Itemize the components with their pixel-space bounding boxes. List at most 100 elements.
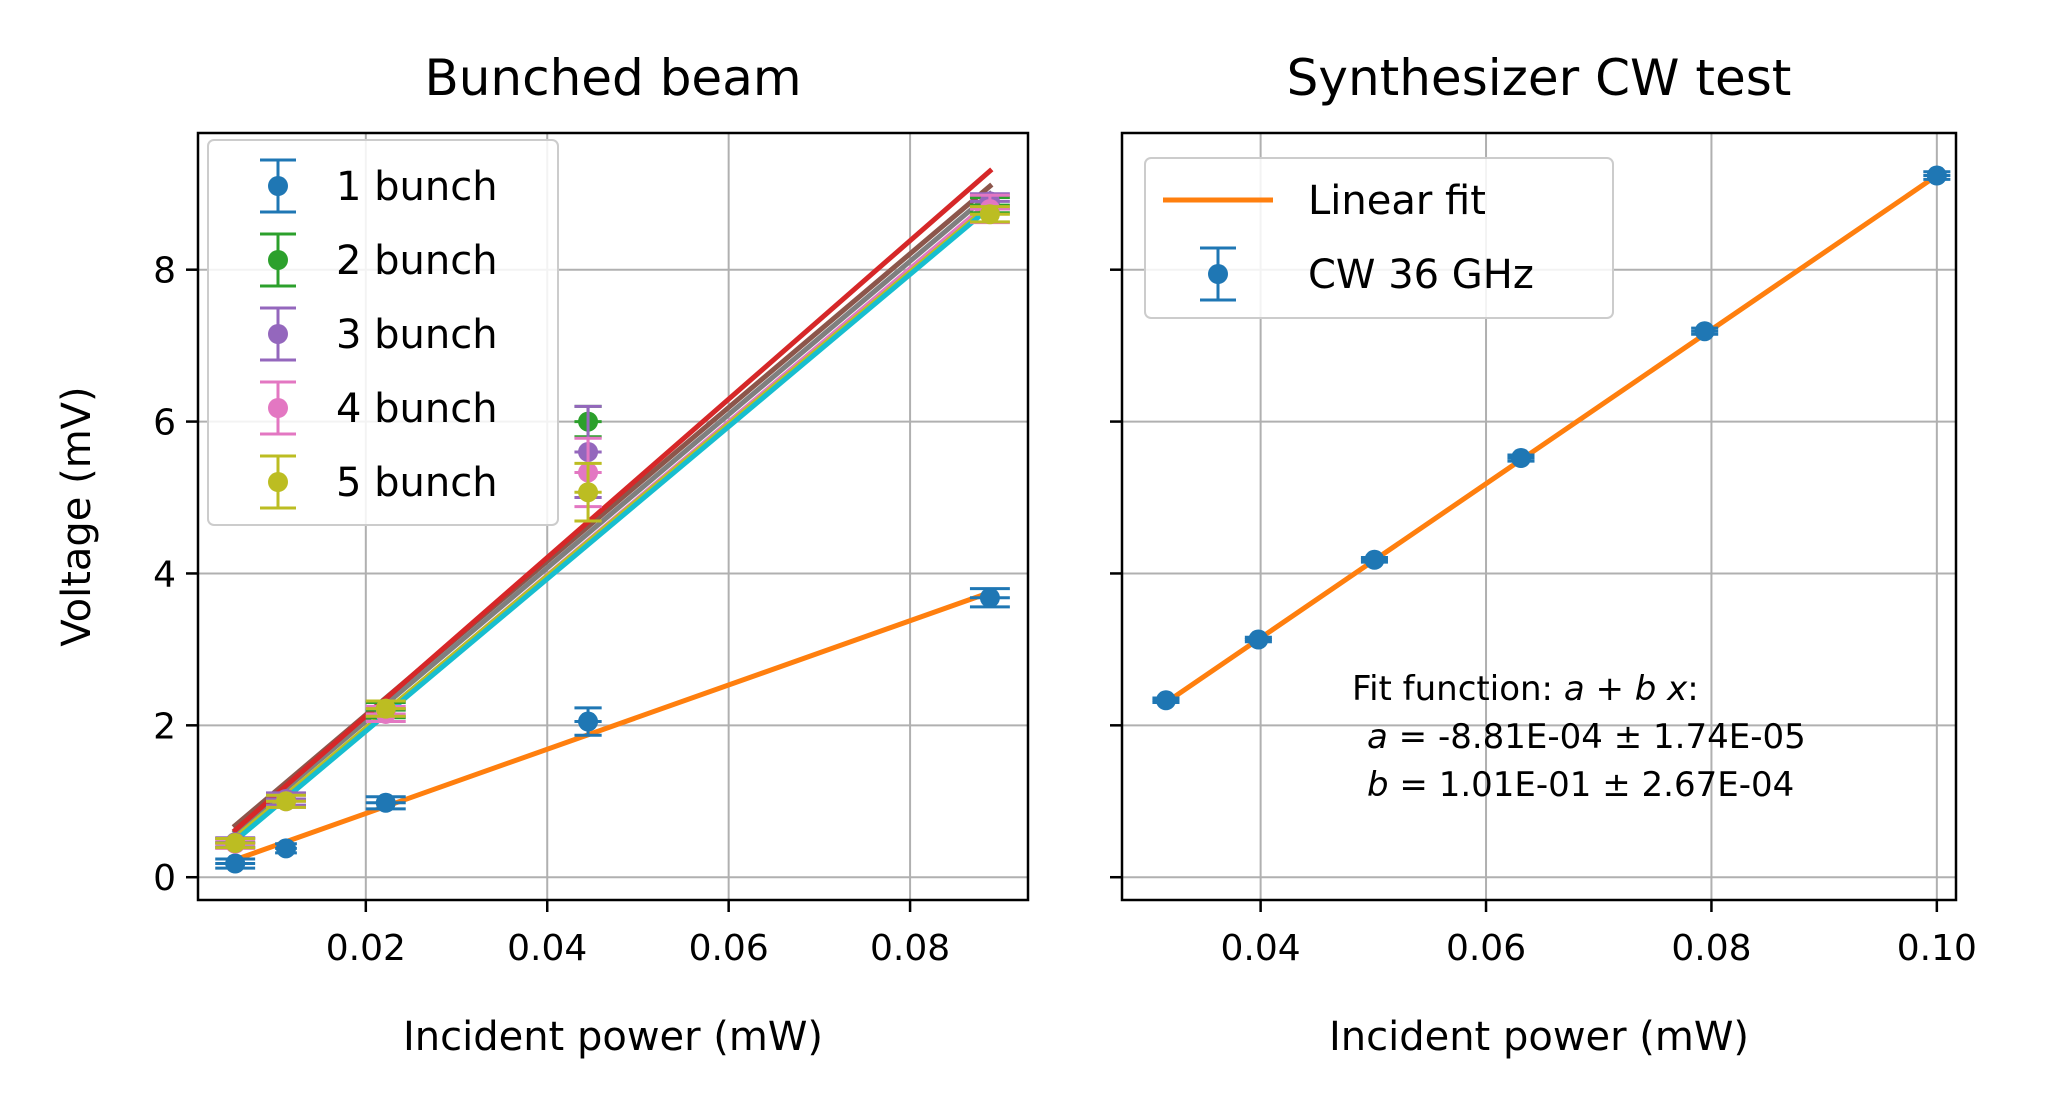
marker xyxy=(1248,629,1269,650)
data-point xyxy=(1691,321,1719,342)
annotation-colon: : xyxy=(1687,669,1698,709)
data-point xyxy=(574,461,602,523)
legend-label: 4 bunch xyxy=(336,386,498,432)
axes-frame xyxy=(196,131,1030,902)
marker xyxy=(225,853,246,874)
x-tick-label: 0.06 xyxy=(1446,928,1526,969)
annotation-line-2: a = -8.81E-04 ± 1.74E-05 xyxy=(1367,717,1806,757)
data-point xyxy=(266,791,306,812)
annotation-text: Fit function: xyxy=(1352,669,1564,709)
x-tick-label: 0.08 xyxy=(870,928,950,969)
legend: Linear fit CW 36 GHz xyxy=(1144,157,1614,319)
x-axis-label: Incident power (mW) xyxy=(1329,1014,1749,1060)
marker xyxy=(275,838,296,859)
data-point xyxy=(574,706,602,737)
data-point xyxy=(1360,549,1388,570)
data-point xyxy=(1507,448,1535,469)
y-tick-label: 4 xyxy=(153,554,176,595)
legend-marker xyxy=(268,472,288,492)
fit-lines xyxy=(231,167,994,863)
y-tick-label: 8 xyxy=(153,251,176,292)
x-tick-label: 0.02 xyxy=(326,928,406,969)
marker xyxy=(275,791,296,812)
data-point xyxy=(969,204,1010,225)
data-point xyxy=(969,587,1010,609)
marker xyxy=(1926,165,1947,186)
marker xyxy=(375,792,396,813)
annotation-formula: a + b x xyxy=(1564,669,1688,709)
marker xyxy=(578,482,599,503)
marker xyxy=(225,833,246,854)
x-tick-label: 0.08 xyxy=(1671,928,1751,969)
fit-line xyxy=(231,167,994,834)
legend-marker xyxy=(268,324,288,344)
legend-marker xyxy=(268,176,288,196)
y-tick-label: 6 xyxy=(153,403,176,444)
x-tick-label: 0.10 xyxy=(1897,928,1977,969)
legend: 1 bunch 2 bunch 3 bunch 4 bunch 5 bunch xyxy=(207,139,559,526)
legend-entry: 1 bunch xyxy=(260,158,498,214)
data-point xyxy=(215,833,256,854)
marker xyxy=(979,204,1000,225)
bunched-beam-panel: 0.02 0.04 0.06 0.08 0 2 4 6 8 Bunched beam Incid… xyxy=(54,49,1030,1060)
fit-line xyxy=(231,203,994,845)
legend-box xyxy=(207,139,559,526)
marker xyxy=(979,587,1000,608)
legend-label: 5 bunch xyxy=(336,460,498,506)
synthesizer-panel: 0.04 0.06 0.08 0.10 Synthesizer CW test Inc… xyxy=(1110,49,1977,1060)
marker xyxy=(1155,690,1176,711)
legend-label: Linear fit xyxy=(1308,178,1486,224)
marker xyxy=(578,711,599,732)
legend-label: 1 bunch xyxy=(336,164,498,210)
fit-annotation: Fit function: a + b x: a = -8.81E-04 ± 1… xyxy=(1352,669,1806,805)
data-point xyxy=(365,698,406,719)
data-point xyxy=(1244,629,1272,650)
data-point xyxy=(365,792,406,813)
legend-label: 2 bunch xyxy=(336,238,498,284)
y-axis-label: Voltage (mV) xyxy=(54,386,100,646)
chart-title: Synthesizer CW test xyxy=(1287,49,1792,107)
annotation-var-b: b xyxy=(1367,765,1389,805)
y-tick-label: 0 xyxy=(153,858,176,899)
annotation-value-a: = -8.81E-04 ± 1.74E-05 xyxy=(1388,717,1806,757)
data-points xyxy=(1152,165,1951,711)
fit-line xyxy=(232,589,994,863)
legend-entry: 4 bunch xyxy=(260,380,498,436)
legend-marker xyxy=(1208,264,1228,284)
x-tick-label: 0.04 xyxy=(1221,928,1301,969)
legend-entry: 3 bunch xyxy=(260,306,498,362)
annotation-var-a: a xyxy=(1367,717,1388,757)
legend-marker xyxy=(268,250,288,270)
fit-lines xyxy=(1162,172,1941,707)
legend-entry: 5 bunch xyxy=(260,454,498,510)
fit-line xyxy=(231,190,994,836)
annotation-line-3: b = 1.01E-01 ± 2.67E-04 xyxy=(1367,765,1794,805)
chart-title: Bunched beam xyxy=(424,49,801,107)
legend-label: 3 bunch xyxy=(336,312,498,358)
y-tick-label: 2 xyxy=(153,706,176,747)
data-points xyxy=(215,191,1010,874)
annotation-line-1: Fit function: a + b x: xyxy=(1352,669,1699,709)
data-point xyxy=(1923,165,1951,186)
marker xyxy=(1694,321,1715,342)
x-tick-label: 0.04 xyxy=(507,928,587,969)
tick-marks: 0.02 0.04 0.06 0.08 0 2 4 6 8 xyxy=(153,251,950,969)
marker xyxy=(1510,448,1531,469)
x-tick-label: 0.06 xyxy=(689,928,769,969)
legend-entry: 2 bunch xyxy=(260,232,498,288)
annotation-value-b: = 1.01E-01 ± 2.67E-04 xyxy=(1389,765,1795,805)
fit-line xyxy=(1162,172,1941,707)
legend-label: CW 36 GHz xyxy=(1308,252,1534,298)
x-axis-label: Incident power (mW) xyxy=(403,1014,823,1060)
legend-marker xyxy=(268,398,288,418)
legend-entry: CW 36 GHz xyxy=(1200,246,1534,302)
axes-frame xyxy=(1120,131,1958,902)
tick-marks: 0.04 0.06 0.08 0.10 xyxy=(1110,268,1977,969)
marker xyxy=(375,698,396,719)
data-point xyxy=(1152,690,1180,711)
data-point xyxy=(215,853,256,874)
data-point xyxy=(275,838,297,859)
marker xyxy=(1364,549,1385,570)
legend-entry: Linear fit xyxy=(1163,178,1486,224)
